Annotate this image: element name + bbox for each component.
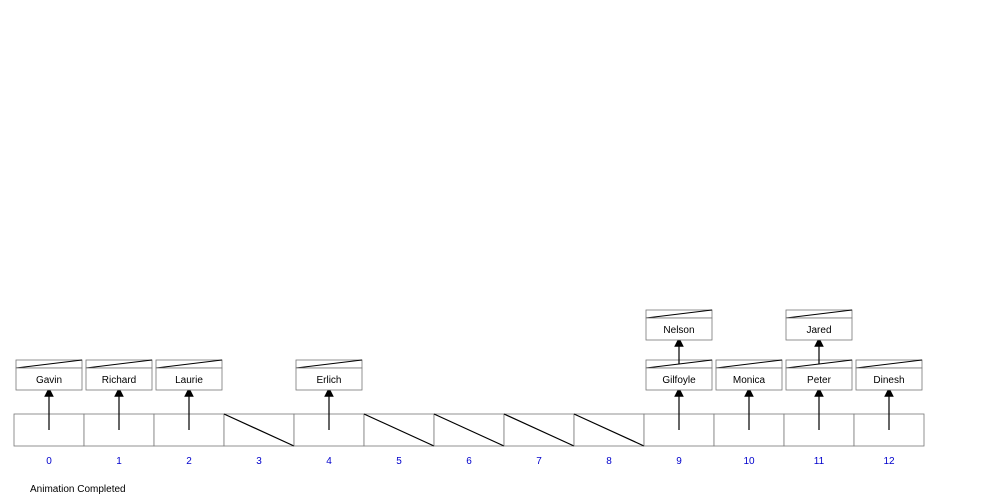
node-label: Dinesh <box>873 375 904 386</box>
node-label: Richard <box>102 375 136 386</box>
list-node: Richard <box>85 359 153 391</box>
node-next-slash <box>855 359 923 369</box>
index-label: 0 <box>46 456 52 467</box>
list-node: Gilfoyle <box>645 359 713 391</box>
index-label: 6 <box>466 456 472 467</box>
list-node: Erlich <box>295 359 363 391</box>
index-label: 5 <box>396 456 402 467</box>
list-node: Jared <box>785 309 853 341</box>
node-label: Jared <box>806 325 831 336</box>
node-label: Monica <box>733 375 766 386</box>
index-label: 9 <box>676 456 682 467</box>
index-label: 8 <box>606 456 612 467</box>
node-value-box <box>715 367 783 391</box>
null-pointer-slash <box>573 413 645 447</box>
node-value-box <box>785 367 853 391</box>
node-next-slash <box>715 359 783 369</box>
node-next-slash <box>645 309 713 319</box>
node-label: Nelson <box>663 325 694 336</box>
node-label: Gilfoyle <box>662 375 696 386</box>
node-next-slash <box>85 359 153 369</box>
index-label: 10 <box>743 456 755 467</box>
node-next-slash <box>155 359 223 369</box>
list-node: Laurie <box>155 359 223 391</box>
list-node: Dinesh <box>855 359 923 391</box>
null-pointer-slash <box>223 413 295 447</box>
node-label: Laurie <box>175 375 203 386</box>
node-label: Peter <box>807 375 832 386</box>
index-label: 3 <box>256 456 262 467</box>
node-value-box <box>785 317 853 341</box>
node-value-box <box>295 367 363 391</box>
node-next-slash <box>785 309 853 319</box>
node-value-box <box>855 367 923 391</box>
index-label: 2 <box>186 456 192 467</box>
index-label: 4 <box>326 456 332 467</box>
index-label: 12 <box>883 456 895 467</box>
node-value-box <box>645 367 713 391</box>
index-label: 11 <box>814 456 825 467</box>
node-next-slash <box>295 359 363 369</box>
node-value-box <box>15 367 83 391</box>
index-label: 1 <box>116 456 122 467</box>
node-value-box <box>645 317 713 341</box>
null-pointer-slash <box>363 413 435 447</box>
list-node: Nelson <box>645 309 713 341</box>
node-label: Gavin <box>36 375 62 386</box>
node-label: Erlich <box>316 375 341 386</box>
list-node: Gavin <box>15 359 83 391</box>
list-node: Monica <box>715 359 783 391</box>
status-text: Animation Completed <box>30 484 126 495</box>
node-value-box <box>85 367 153 391</box>
node-value-box <box>155 367 223 391</box>
index-label: 7 <box>536 456 542 467</box>
null-pointer-slash <box>503 413 575 447</box>
null-pointer-slash <box>433 413 505 447</box>
list-node: Peter <box>785 359 853 391</box>
node-next-slash <box>15 359 83 369</box>
